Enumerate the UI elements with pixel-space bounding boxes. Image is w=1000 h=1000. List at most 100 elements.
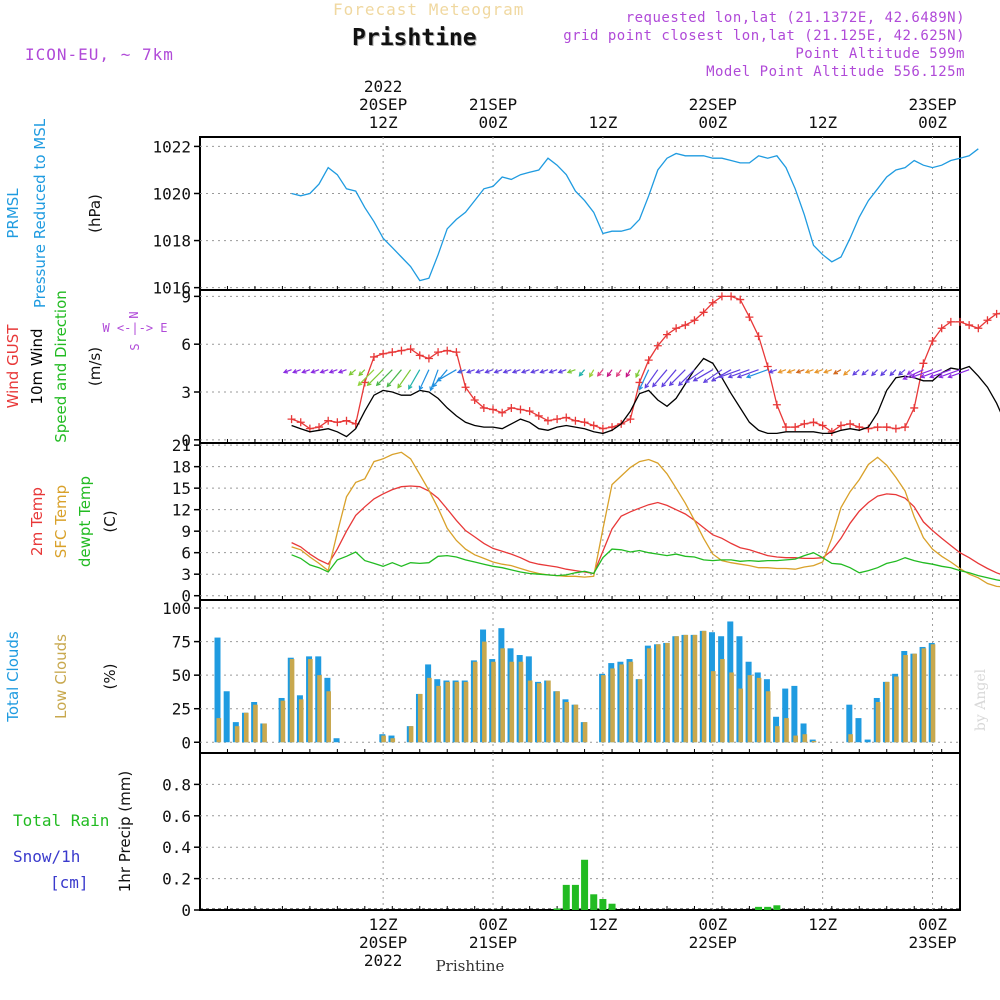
gust-marker	[333, 418, 342, 427]
wind-arrow	[929, 369, 952, 378]
wind-arrow	[606, 369, 613, 377]
low-cloud-bar	[463, 681, 469, 743]
low-cloud-bar	[298, 699, 304, 743]
low-cloud-bar	[912, 653, 918, 743]
low-cloud-bar	[564, 702, 570, 743]
gust-marker	[699, 308, 708, 317]
low-cloud-bar	[921, 648, 927, 743]
wind-arrow-head	[928, 373, 935, 379]
precip-panel: 0 0.2 0.4 0.6 0.8 1hr Precip (mm) Total Rain Sn…	[13, 752, 961, 920]
clouds-ylabel: Total Clouds	[4, 631, 22, 723]
bottom-time-label: 00Z	[918, 915, 947, 934]
gust-marker	[937, 324, 946, 333]
wind-arrow-head	[745, 373, 752, 379]
wind-arrow-head	[947, 373, 953, 379]
gust-marker	[369, 352, 378, 361]
gust-marker	[443, 346, 452, 355]
low-cloud-bar	[527, 680, 533, 743]
wind-arrow	[652, 369, 668, 387]
low-cloud-bar	[573, 704, 579, 743]
wind-arrow	[669, 369, 686, 386]
wind-ylabel: 10m Wind	[28, 328, 46, 404]
rain-bar	[590, 894, 598, 910]
wind-ylabel: Wind GUST	[4, 324, 22, 409]
wind-arrow	[419, 369, 430, 390]
wind-arrow	[283, 369, 292, 373]
low-cloud-bar	[610, 668, 615, 743]
y-tick-label: 3	[181, 383, 191, 402]
wind-arrow	[861, 369, 869, 376]
bottom-time-label: 23SEP	[908, 933, 956, 952]
low-cloud-bar	[234, 726, 240, 743]
wind-arrow	[349, 369, 357, 376]
gust-marker	[479, 403, 488, 412]
wind-arrow	[485, 369, 494, 373]
low-cloud-bar	[253, 704, 258, 743]
gust-marker	[873, 423, 882, 432]
y-tick-label: 0	[181, 901, 191, 920]
gust-marker	[644, 356, 653, 365]
wind-arrow-head	[548, 369, 554, 374]
gust-marker	[534, 411, 543, 420]
total-cloud-bar	[864, 739, 871, 743]
y-tick-label: 0	[181, 431, 191, 450]
low-cloud-bar	[326, 691, 331, 743]
wind-arrow-head	[678, 381, 683, 387]
low-cloud-bar	[720, 659, 725, 743]
low-cloud-bar	[756, 677, 762, 743]
top-time-label: 2022	[364, 77, 403, 96]
wind-arrow	[644, 369, 659, 389]
clouds-unit: (%)	[101, 664, 119, 690]
wind-arrow	[746, 369, 768, 378]
rain-bar	[599, 899, 607, 910]
gust-marker	[470, 395, 479, 404]
snow-unit-label: [cm]	[50, 873, 89, 892]
low-cloud-bar	[875, 702, 881, 743]
low-cloud-bar	[811, 740, 817, 743]
wind-arrow	[357, 369, 375, 386]
total-cloud-bar	[855, 718, 862, 743]
gust-marker	[974, 324, 983, 333]
clouds-ylabel: Low Clouds	[52, 634, 70, 719]
gust-marker	[461, 383, 470, 392]
wind-series-gust	[291, 295, 1000, 433]
wind-arrow-head	[484, 369, 490, 374]
wind-arrow-head	[710, 376, 717, 382]
wind-arrow	[920, 369, 942, 378]
low-cloud-bar	[793, 735, 798, 743]
gust-marker	[406, 344, 415, 353]
gust-marker	[498, 408, 507, 417]
pressure-series-pressure	[291, 148, 979, 282]
top-time-label: 12Z	[808, 113, 837, 132]
low-cloud-bar	[216, 718, 222, 743]
wind-arrow	[531, 369, 540, 373]
gust-marker	[946, 317, 955, 326]
wind-arrow-head	[813, 369, 820, 374]
gust-marker	[846, 419, 855, 428]
rain-bar	[581, 859, 589, 910]
low-cloud-bar	[289, 659, 295, 743]
y-tick-label: 9	[181, 522, 191, 541]
rain-bar	[608, 903, 616, 910]
low-cloud-bar	[738, 688, 744, 743]
y-tick-label: 1018	[152, 232, 191, 251]
wind-arrow-head	[777, 369, 783, 374]
low-cloud-bar	[500, 648, 505, 743]
wind-arrow	[661, 369, 677, 387]
low-cloud-bar	[417, 693, 423, 743]
total-cloud-bar	[809, 739, 816, 743]
wind-arrow	[685, 369, 704, 383]
top-time-label: 23SEP	[908, 95, 956, 114]
wind-arrow	[778, 369, 787, 373]
low-cloud-bar	[280, 700, 286, 743]
low-cloud-bar	[390, 738, 396, 743]
wind-arrow	[338, 369, 347, 373]
wind-arrow-head	[871, 371, 876, 377]
low-cloud-bar	[509, 661, 515, 743]
wind-arrow-head	[337, 369, 344, 374]
low-cloud-bar	[482, 641, 487, 743]
wind-arrow-head	[823, 369, 829, 374]
low-cloud-bar	[408, 726, 414, 743]
wind-arrow-head	[397, 383, 402, 389]
wind-arrow	[293, 369, 301, 373]
